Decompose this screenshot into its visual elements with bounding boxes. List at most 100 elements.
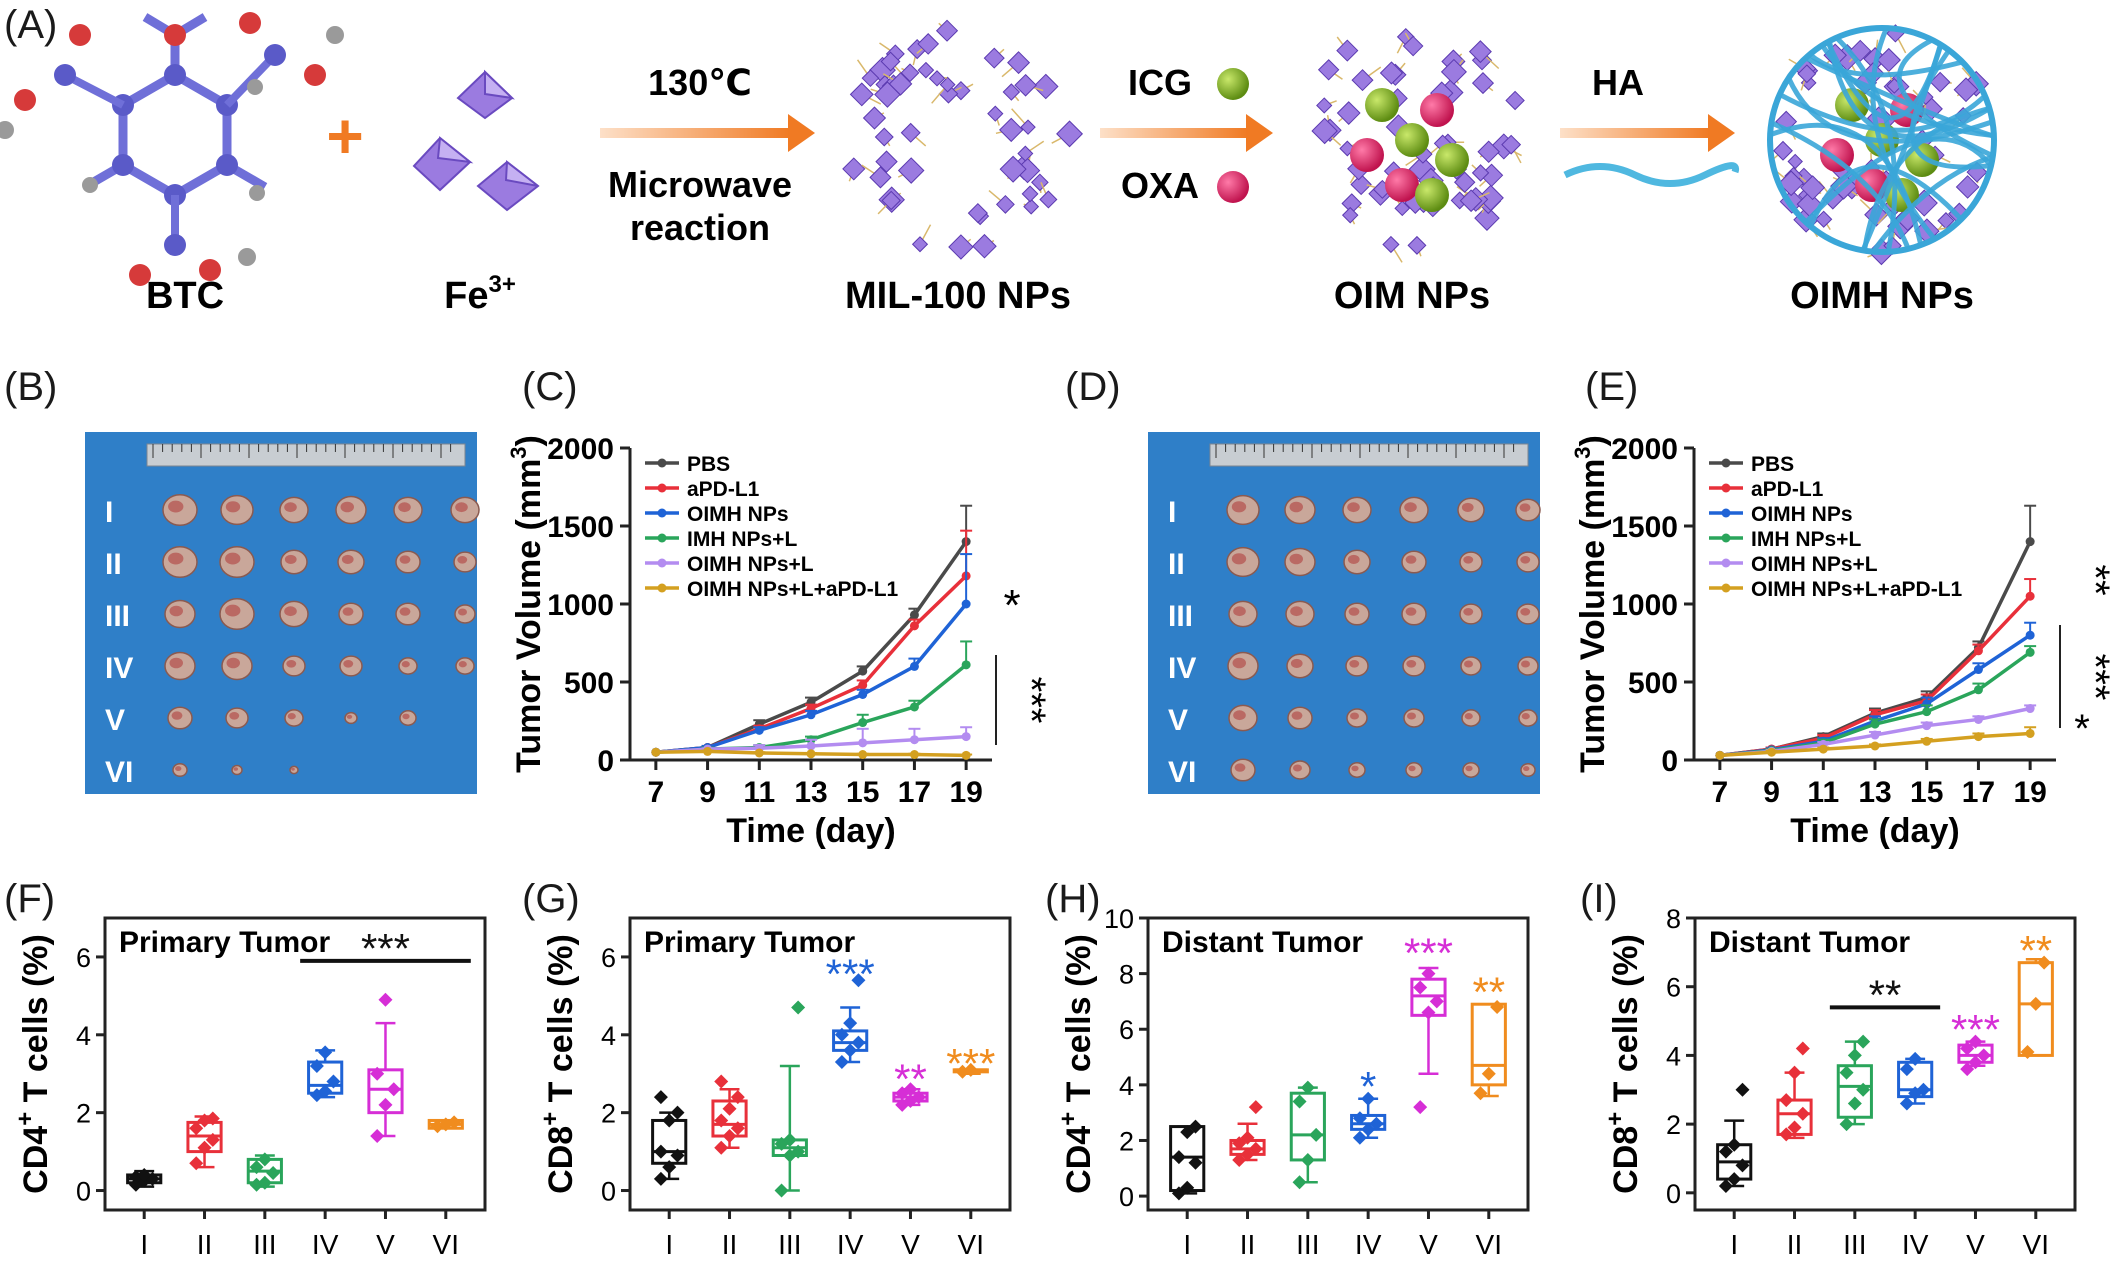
x-tick-label: III <box>1843 1229 1866 1260</box>
x-tick-label: V <box>1419 1229 1438 1260</box>
step2-arrow-icon <box>1100 114 1273 152</box>
y-tick-label: 4 <box>1666 1041 1681 1071</box>
data-point <box>843 1016 858 1031</box>
y-axis-label: CD4+ T cells (%) <box>12 934 55 1194</box>
y-tick-label: 8 <box>1666 904 1681 934</box>
tumor-spot <box>1293 764 1302 772</box>
tumor-spot <box>1408 765 1416 772</box>
y-axis-label: Tumor Volume (mm3) <box>506 435 548 773</box>
chart-e: (E) 0 500 1000 1500 2000 7 9 11 13 15 17 19 Time (day… <box>1570 365 2117 850</box>
data-point <box>834 1055 849 1070</box>
data-point <box>1839 1117 1854 1132</box>
data-point <box>1968 1034 1983 1049</box>
data-point <box>730 1090 745 1105</box>
tumor-spot <box>1404 502 1417 513</box>
tumor-spot <box>171 711 183 720</box>
data-point <box>963 1062 978 1077</box>
tumor-spot <box>455 502 468 513</box>
btc-molecule-icon <box>0 12 344 286</box>
oimh-label: OIMH NPs <box>1790 275 1974 317</box>
step1-line1: Microwave <box>608 164 792 205</box>
data-point <box>205 1111 220 1126</box>
data-point <box>1309 1127 1324 1142</box>
y-axis-label: CD8+ T cells (%) <box>537 934 580 1194</box>
x-tick-label: 9 <box>1763 776 1780 809</box>
data-point <box>961 750 971 760</box>
legend-label: OIMH NPs <box>687 503 789 526</box>
step2-oxa-label: OXA <box>1121 165 1199 206</box>
x-tick-label: 17 <box>898 776 931 809</box>
data-point <box>1735 1158 1750 1173</box>
data-point <box>806 710 816 720</box>
x-tick-label: IV <box>312 1229 339 1260</box>
tumor-spot <box>1463 607 1474 616</box>
tumor-spot <box>226 657 240 669</box>
data-point <box>370 1066 385 1081</box>
row-label: IV <box>1168 652 1196 685</box>
data-point <box>1718 1178 1733 1193</box>
y-tick-label: 0 <box>1119 1182 1134 1212</box>
data-point <box>2025 591 2035 601</box>
data-point <box>1870 741 1880 751</box>
tumor-spot <box>1520 607 1531 616</box>
significance-star: * <box>1003 581 1020 630</box>
data-point <box>961 599 971 609</box>
y-tick-label: 6 <box>1666 973 1681 1003</box>
data-point <box>782 1132 797 1147</box>
data-point <box>1787 1120 1802 1135</box>
data-point <box>858 718 868 728</box>
x-tick-label: V <box>1966 1229 1985 1260</box>
tumor-spot <box>229 711 240 720</box>
panel-label: (F) <box>4 877 55 921</box>
data-point <box>1973 685 1983 695</box>
tumor-spot <box>1519 503 1531 512</box>
tumor-spot <box>1348 607 1360 616</box>
mil100-label: MIL-100 NPs <box>845 275 1071 317</box>
data-point <box>2025 704 2035 714</box>
ha-chain-icon <box>1563 162 1740 187</box>
x-axis-label: Time (day) <box>726 812 895 850</box>
tumor-spot <box>233 767 238 771</box>
y-tick-label: 8 <box>1119 960 1134 990</box>
tumor-spot <box>401 661 410 668</box>
fe-octahedra-icon <box>412 69 540 212</box>
step2-icg-label: ICG <box>1128 62 1192 103</box>
data-point <box>1767 747 1777 757</box>
data-point <box>730 1121 745 1136</box>
tumor-spot <box>1290 606 1303 617</box>
y-tick-label: 1500 <box>1611 511 1678 544</box>
chart-title: Primary Tumor <box>644 926 855 959</box>
box <box>1836 1064 1873 1119</box>
y-tick-label: 1500 <box>547 511 614 544</box>
x-tick-label: V <box>376 1229 395 1260</box>
data-point <box>909 702 919 712</box>
step1-line2: reaction <box>630 207 770 248</box>
significance-star: *** <box>2073 654 2117 701</box>
legend-marker <box>657 533 667 543</box>
tumor-spot <box>340 501 354 513</box>
legend-marker <box>657 458 667 468</box>
legend-marker <box>657 558 667 568</box>
y-axis-label: CD8+ T cells (%) <box>1602 934 1645 1194</box>
data-point <box>1960 1041 1975 1056</box>
data-point <box>1973 714 1983 724</box>
mil100-nanoparticle-icon <box>842 19 1084 260</box>
tumor-spot <box>1347 554 1360 564</box>
tumor-spot <box>1464 660 1473 668</box>
tumor-spot <box>1465 765 1473 772</box>
x-tick-label: I <box>1730 1229 1738 1260</box>
panel-label: (I) <box>1580 877 1618 921</box>
significance-star: *** <box>826 951 875 998</box>
data-point <box>197 1140 212 1155</box>
tumor-spot <box>458 661 467 668</box>
tumor-spot <box>175 766 182 772</box>
panel-label-a: (A) <box>4 3 57 47</box>
data-point <box>909 750 919 760</box>
data-point <box>1421 966 1436 981</box>
row-label: II <box>1168 548 1185 581</box>
data-point <box>670 1148 685 1163</box>
